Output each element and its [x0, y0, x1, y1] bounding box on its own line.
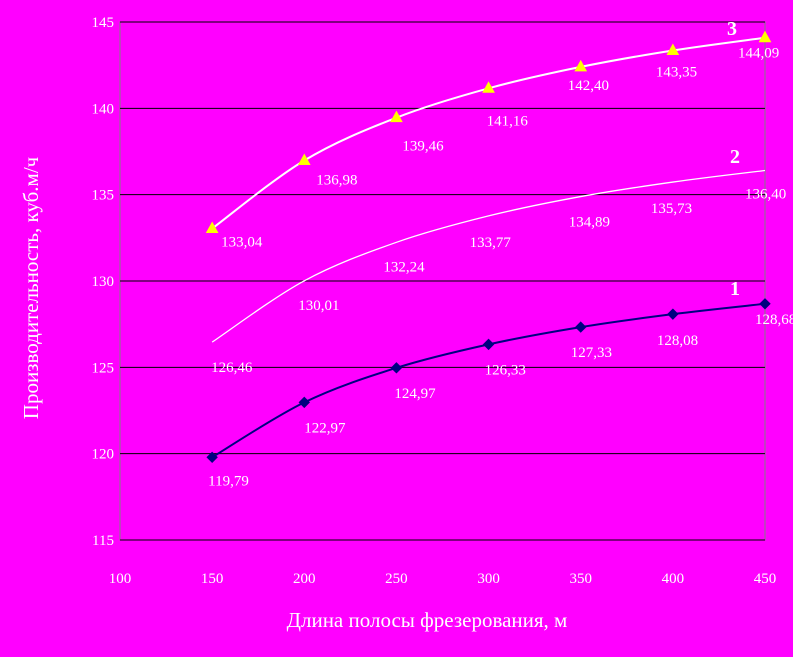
x-tick-label: 250: [385, 571, 408, 587]
y-tick-label: 145: [92, 15, 115, 31]
series-1-point: [759, 298, 771, 310]
series-1-data-label: 128,08: [657, 333, 698, 349]
series-1-point: [667, 308, 679, 320]
series-2-data-label: 134,89: [569, 215, 610, 231]
series-2-data-label: 126,46: [211, 360, 253, 376]
series-3-point: [205, 221, 219, 234]
series-3-tag: 3: [727, 18, 737, 40]
series-1-data-label: 122,97: [304, 420, 346, 436]
tick-labels: 115 120 125 130 135 140 145 100 150 200 250 300 350 4…: [92, 15, 777, 587]
series-2-line: [211, 169, 766, 343]
series-1-data-label: 128,68: [755, 312, 793, 328]
series-3-data-label: 144,09: [738, 46, 779, 62]
series-3-point: [482, 81, 495, 93]
y-tick-label: 140: [92, 101, 115, 117]
series-1-point: [575, 321, 587, 333]
series-2-data-label: 130,01: [298, 298, 339, 314]
gridlines: [120, 21, 765, 541]
x-tick-label: 150: [201, 571, 224, 587]
series-3-point: [297, 153, 311, 165]
series-3-point: [390, 110, 403, 123]
series-1-tag: 1: [730, 278, 740, 300]
series-3-point: [758, 30, 772, 43]
y-tick-label: 115: [92, 533, 114, 549]
series-1-line: [211, 302, 766, 459]
series-1-point: [298, 396, 310, 409]
series-1-point: [206, 451, 218, 464]
series-1-point: [482, 338, 495, 351]
series-3-data-label: 143,35: [656, 64, 697, 80]
series-1-data-label: 127,33: [571, 345, 612, 361]
series-2-tag: 2: [730, 146, 740, 168]
y-axis-title: Производительность, куб.м/ч: [19, 156, 43, 419]
series-3-data-label: 139,46: [402, 139, 444, 155]
x-tick-label: 200: [293, 571, 316, 587]
series-3-point: [666, 43, 680, 55]
series-1-point: [390, 362, 403, 374]
x-axis-title: Длина полосы фрезерования, м: [287, 608, 568, 632]
series-1-data-label: 124,97: [394, 386, 436, 402]
series-1-data-label: 119,79: [208, 473, 249, 489]
x-tick-label: 100: [109, 571, 132, 587]
x-tick-label: 400: [662, 571, 685, 587]
series-1-data-label: 126,33: [485, 362, 526, 378]
series-3-point: [574, 59, 588, 72]
series-3-data-label: 133,04: [221, 235, 263, 251]
y-tick-label: 120: [92, 447, 115, 463]
series-3-data-label: 136,98: [316, 172, 357, 188]
series-2-data-label: 136,40: [745, 186, 786, 202]
x-tick-label: 450: [754, 571, 777, 587]
x-tick-label: 300: [477, 571, 500, 587]
series-3-data-label: 142,40: [568, 78, 609, 94]
y-tick-label: 125: [92, 360, 115, 376]
series-layer: [205, 30, 772, 464]
series-2-data-label: 135,73: [651, 201, 692, 217]
series-3-data-label: 141,16: [487, 113, 529, 129]
series-2-data-label: 133,77: [470, 235, 512, 251]
series-2-data-label: 132,24: [383, 259, 425, 275]
x-tick-label: 350: [569, 571, 592, 587]
y-tick-label: 130: [92, 274, 115, 290]
data-labels: 119,79 122,97 124,97 126,33 127,33 128,08 128,…: [208, 18, 793, 489]
y-tick-label: 135: [92, 188, 115, 204]
